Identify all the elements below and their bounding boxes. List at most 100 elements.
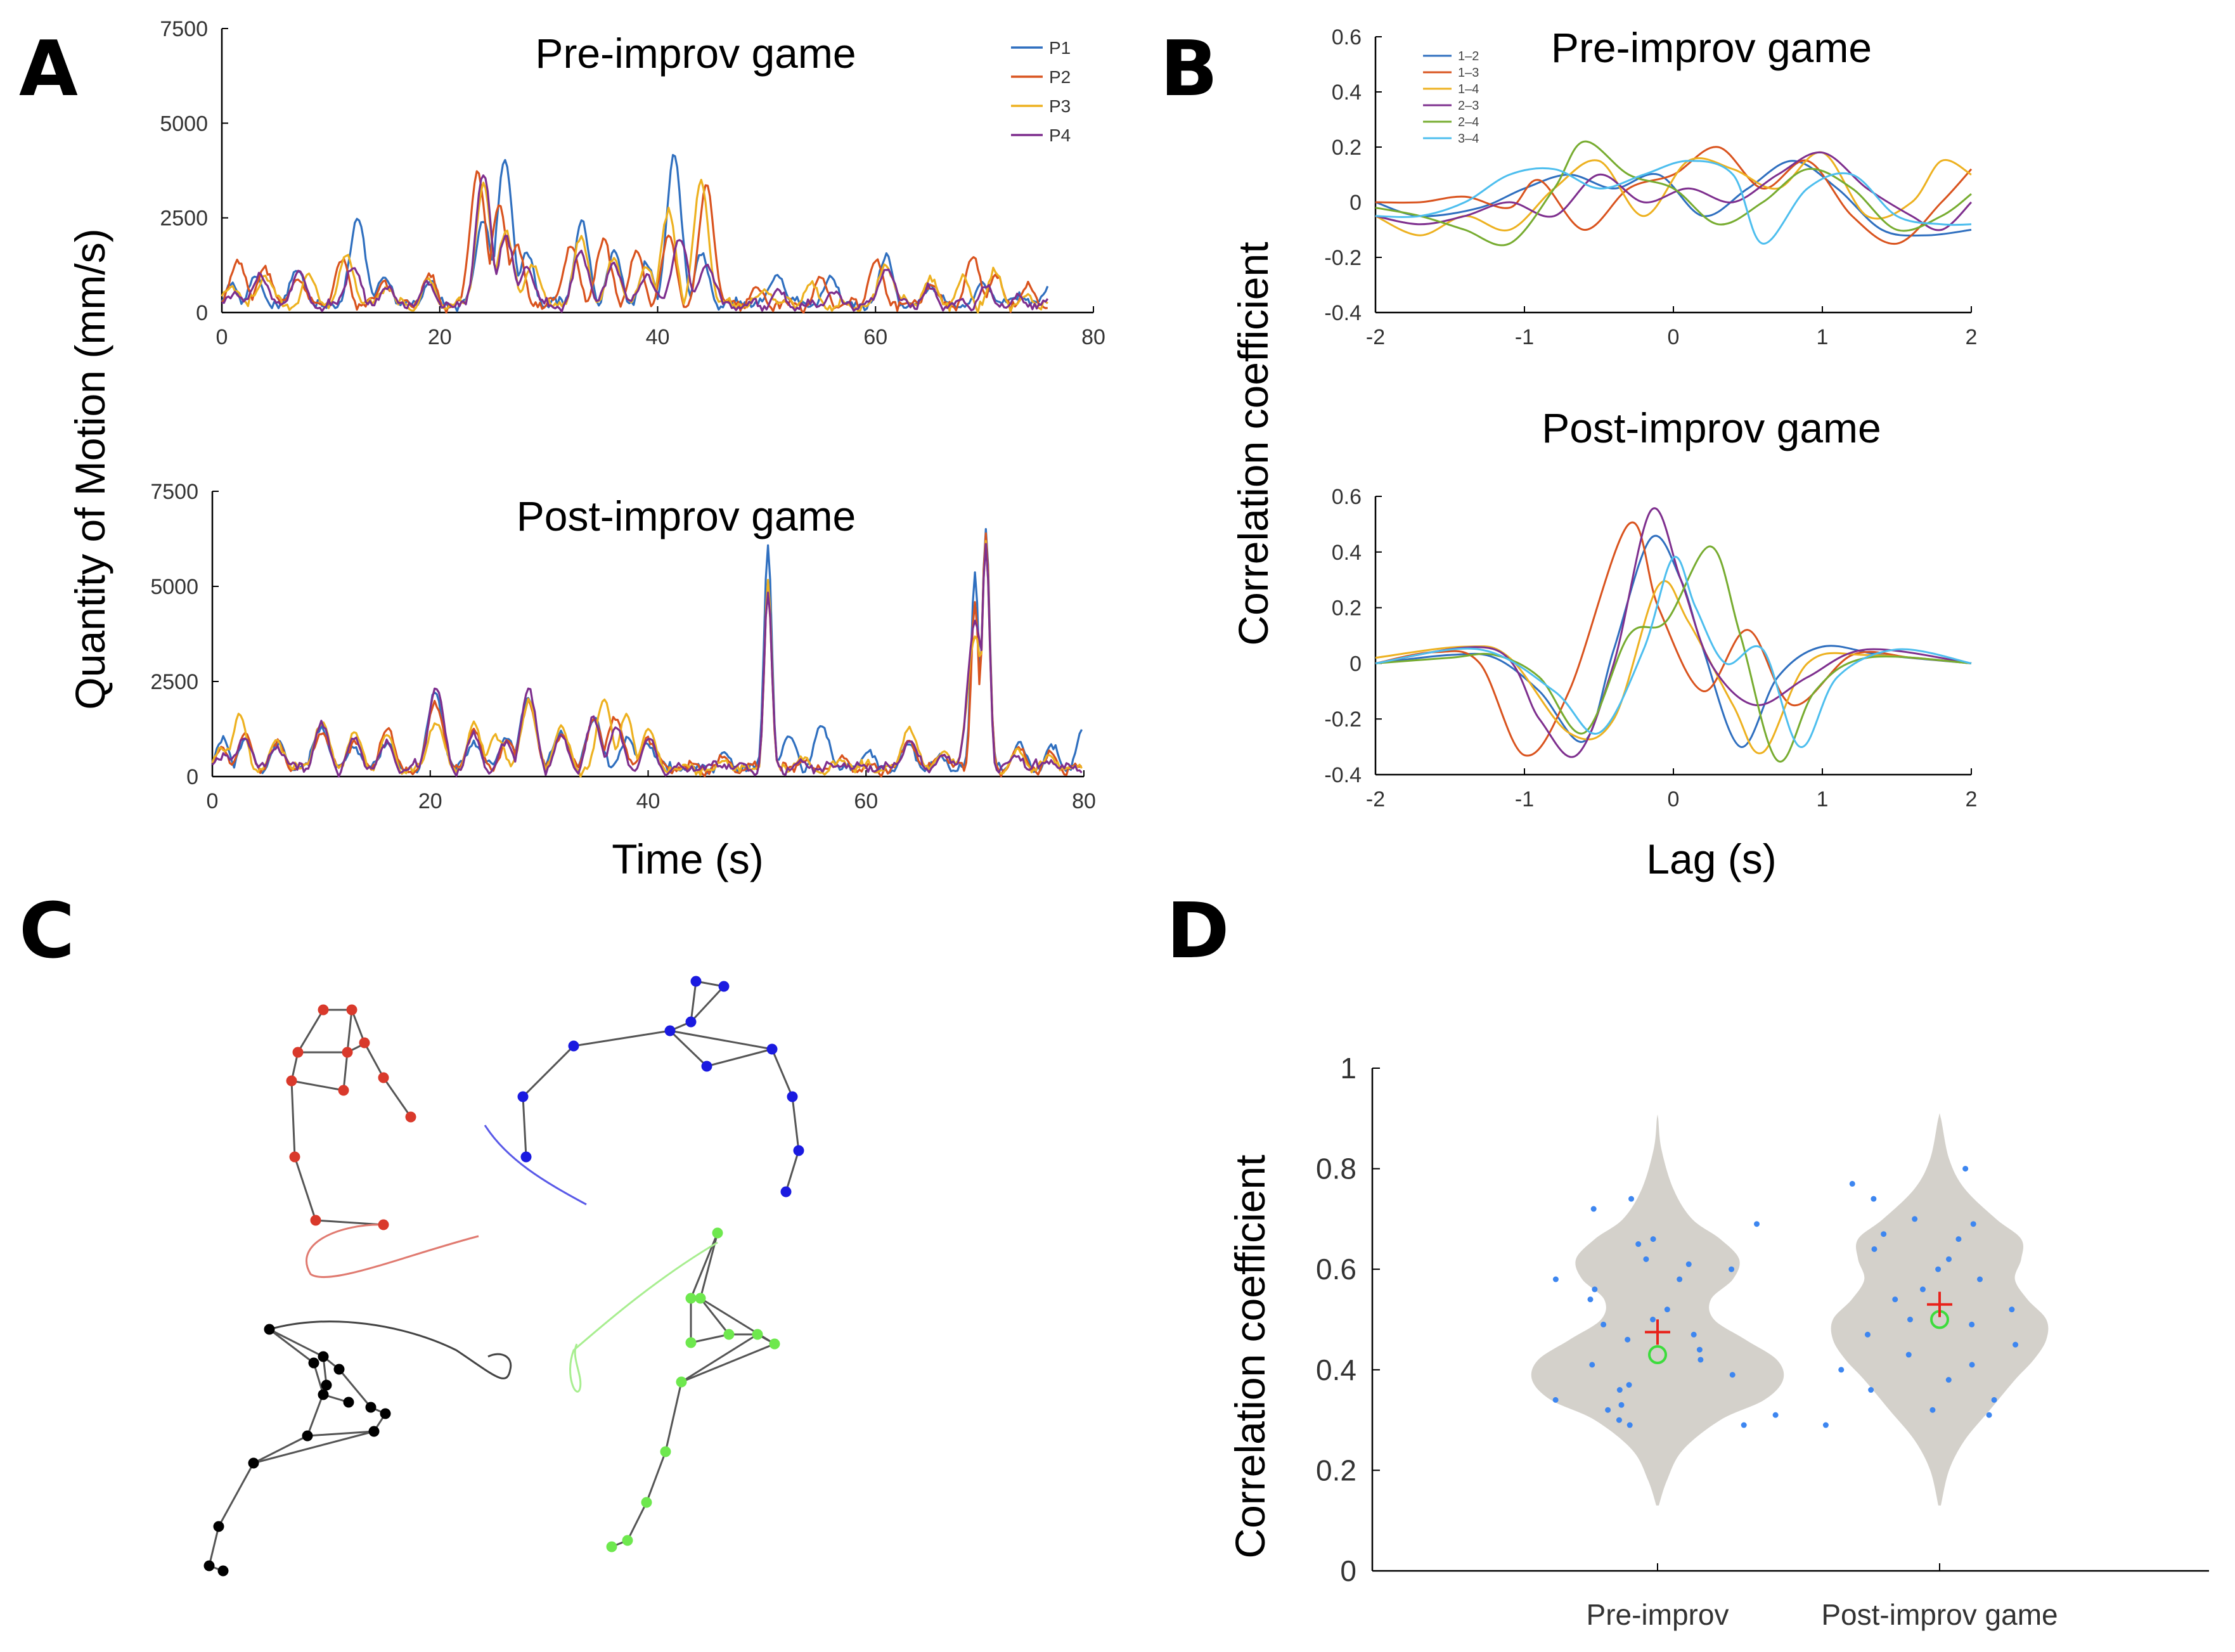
panel-label-c: C [19,887,75,976]
joint-marker [318,1389,329,1400]
data-point [1696,1346,1703,1353]
y-tick-label: 0.4 [1332,81,1362,105]
legend-label-p4: P4 [1049,126,1071,145]
x-tick-label: 80 [1072,789,1096,813]
data-point [1970,1221,1976,1227]
joint-marker [318,1351,329,1362]
series-line-1-2 [1375,535,1972,748]
x-tick-label: -2 [1366,325,1385,349]
x-tick-label: 40 [636,789,660,813]
chart-title: Post-improv game [1542,404,1881,451]
violin-0 [1531,1114,1784,1506]
data-point [1552,1397,1559,1403]
y-tick-label: 0 [1340,1554,1356,1587]
y-tick-label: 0.2 [1332,597,1362,621]
data-point [1864,1331,1871,1338]
series-line-3-4 [1375,555,1972,748]
data-point [1729,1266,1735,1272]
chart-b-pre-improv: -2 -1 0 1 2 -0.4 -0.2 0 0.2 0.4 0.6 Pre-improv game… [1324,24,1977,349]
x-tick-label: Post-improv game [1821,1598,2058,1631]
joint-marker [286,1075,297,1087]
panel-label-a: A [19,25,78,113]
joint-marker [338,1085,349,1096]
y-tick-label: 0.2 [1332,136,1362,160]
median-marker [1648,1345,1667,1365]
y-tick-label: 7500 [160,17,208,41]
joint-marker [752,1329,763,1340]
joint-marker [203,1560,215,1571]
data-point [1605,1407,1611,1413]
chart-b-post-improv: -2 -1 0 1 2 -0.4 -0.2 0 0.2 0.4 0.6 Post-improv gam… [1324,404,1977,811]
data-point [1729,1372,1736,1378]
x-tick-label: 1 [1817,787,1829,811]
data-point [1650,1317,1656,1322]
series-line-p4 [211,543,1083,778]
joint-marker [217,1565,229,1577]
data-point [1643,1256,1649,1262]
joint-marker [520,1151,532,1163]
x-tick-label: 0 [216,325,228,349]
series-line-3-4 [1375,160,1972,245]
data-point [1628,1196,1635,1202]
data-point [1635,1241,1642,1248]
a-xlabel: Time (s) [612,836,764,882]
data-point [1685,1261,1692,1267]
series-line-1-2 [1375,160,1972,237]
y-tick-label: -0.4 [1324,763,1362,787]
y-tick-label: -0.2 [1324,707,1362,732]
x-tick-label: 20 [418,789,442,813]
data-point [1871,1246,1878,1252]
skeleton-red [290,1009,479,1279]
data-point [1838,1367,1845,1373]
a-ylabel: Quantity of Motion (mm/s) [67,228,113,709]
legend-label-1-2: 1–2 [1458,49,1479,63]
data-point [1697,1357,1704,1363]
joint-marker [346,1004,357,1016]
joint-marker [365,1402,377,1413]
joint-marker [766,1043,778,1055]
x-tick-label: 0 [1668,325,1680,349]
legend-label-2-4: 2–4 [1458,115,1479,129]
series-line-2-3 [1375,151,1973,231]
data-point [1849,1180,1855,1187]
joint-marker [318,1004,329,1016]
legend-label-1-4: 1–4 [1458,82,1479,96]
data-point [2013,1341,2019,1348]
joint-marker [712,1227,723,1239]
y-tick-label: 7500 [150,480,198,504]
y-tick-label: 0.8 [1316,1152,1356,1185]
joint-marker [378,1072,389,1083]
joint-marker [333,1364,345,1375]
data-point [1912,1216,1918,1222]
data-point [1589,1362,1595,1368]
joint-marker [302,1430,313,1442]
y-tick-label: 0.4 [1332,541,1362,565]
data-point [1650,1236,1656,1242]
data-point [2009,1307,2015,1313]
skeleton-black [208,1320,512,1572]
legend-label-p2: P2 [1049,67,1071,87]
data-point [1905,1352,1912,1358]
joint-marker [718,981,730,992]
joint-marker [359,1037,370,1049]
joint-marker [606,1541,617,1552]
chart-title: Pre-improv game [535,30,856,77]
data-point [1919,1286,1926,1293]
data-point [1969,1321,1975,1327]
series-line-2-3 [1375,507,1972,758]
d-ylabel: Correlation coefficient [1227,1154,1273,1558]
x-tick-label: -2 [1366,787,1385,811]
y-tick-label: 2500 [150,670,198,694]
joint-marker [264,1324,275,1335]
y-tick-label: 0 [1349,191,1362,215]
series-line-p4 [221,174,1049,313]
data-point [1592,1286,1598,1293]
data-point [1587,1296,1594,1303]
legend-label-1-3: 1–3 [1458,66,1479,80]
data-point [1691,1331,1697,1338]
y-tick-label: 0 [186,765,198,789]
joint-marker [622,1535,633,1546]
data-point [1945,1377,1952,1383]
data-point [1625,1336,1631,1343]
